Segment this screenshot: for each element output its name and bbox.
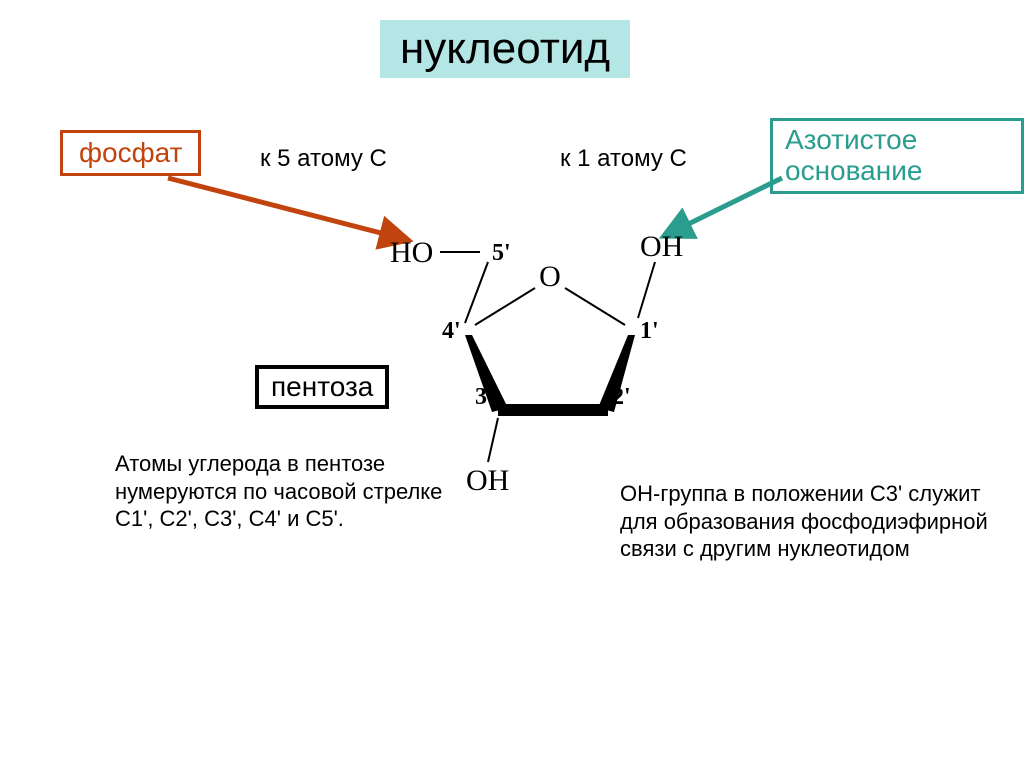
oh-bottom-label: OH <box>466 464 509 497</box>
c1-label: 1' <box>640 318 659 344</box>
oh-top-label: OH <box>640 230 683 263</box>
phosphate-arrow <box>168 178 408 240</box>
c3-label: 3' <box>475 384 494 410</box>
ring-oxygen: O <box>539 260 561 293</box>
c5-label: 5' <box>492 240 511 266</box>
c2-label: 2' <box>612 384 631 410</box>
c4-label: 4' <box>442 318 461 344</box>
pentose-structure: O 1' 2' 3' 4' 5' HO OH OH <box>380 220 720 500</box>
ho-label: HO <box>390 236 433 269</box>
